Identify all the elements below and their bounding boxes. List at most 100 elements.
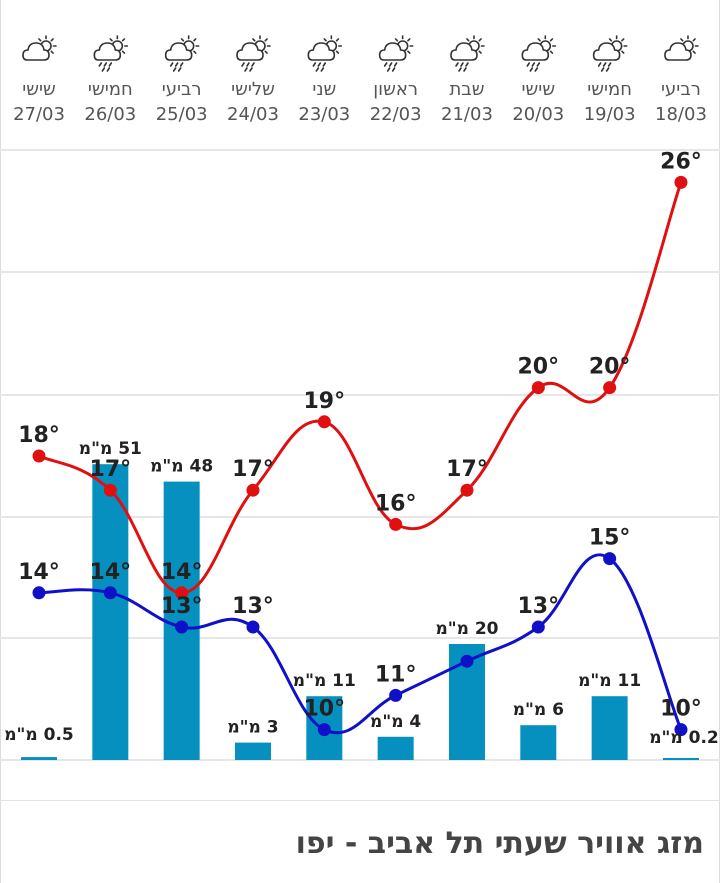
- high-temp-point: [175, 586, 189, 600]
- low-temp-label: 10°: [304, 697, 346, 722]
- rain-drop: [315, 67, 320, 72]
- sun-ray: [692, 50, 696, 54]
- high-temp-label: 19°: [304, 389, 346, 414]
- sun-ray: [180, 38, 185, 42]
- precip-label: 4 מ"מ: [370, 712, 421, 732]
- high-temp-label: 17°: [446, 457, 488, 482]
- low-temp-point: [603, 552, 617, 566]
- rain-drop: [249, 67, 253, 72]
- rain-drop: [526, 62, 531, 67]
- low-temp-point: [175, 620, 189, 634]
- sun-ray: [394, 38, 399, 42]
- rain-drop: [600, 67, 605, 72]
- sun-ray: [478, 38, 482, 42]
- sun-ray: [537, 38, 541, 42]
- rain-drop: [103, 62, 108, 67]
- rain-cloud-sun-icon: [307, 35, 343, 72]
- rain-drop: [108, 62, 113, 67]
- rain-drop: [602, 62, 607, 67]
- rain-drop: [320, 67, 325, 72]
- cloud-shape: [521, 42, 550, 61]
- precip-bar: [591, 696, 628, 760]
- high-temp-label: 20°: [517, 355, 559, 380]
- rain-drop: [106, 67, 111, 72]
- precip-label: 0.5 מ"מ: [4, 725, 74, 745]
- day-name: רביעי: [162, 79, 202, 100]
- high-temp-label: 17°: [232, 457, 274, 482]
- low-temp-label: 10°: [660, 697, 702, 722]
- sun-ray: [193, 38, 197, 42]
- sun-ray: [549, 38, 554, 42]
- cloud-shape: [378, 42, 407, 61]
- precip-label: 48 מ"מ: [150, 457, 213, 477]
- day-name: רביעי: [661, 79, 701, 100]
- sun-ray: [466, 38, 470, 42]
- day-name: שבת: [449, 79, 484, 100]
- rain-drop: [98, 62, 103, 67]
- low-temp-point: [246, 620, 260, 634]
- precip-bar: [21, 757, 57, 760]
- high-temp-point: [32, 449, 46, 463]
- high-temp-line: [38, 181, 683, 595]
- sun-ray: [323, 38, 327, 42]
- rain-drop: [460, 62, 464, 67]
- day-name: שלישי: [231, 79, 275, 100]
- rain-drop: [101, 67, 106, 72]
- precip-label: 3 מ"מ: [227, 718, 278, 738]
- sun-ray: [407, 38, 411, 42]
- rain-cloud-sun-icon: [378, 35, 414, 72]
- rain-drop: [322, 62, 327, 67]
- low-temp-point: [531, 620, 545, 634]
- day-date: 19/03: [584, 104, 636, 125]
- low-temp-point: [32, 586, 46, 600]
- low-temp-label: 15°: [589, 526, 631, 551]
- low-temp-label: 13°: [517, 594, 559, 619]
- high-temp-point: [603, 381, 617, 395]
- precip-label: 6 מ"מ: [513, 700, 564, 720]
- sun-ray: [407, 50, 411, 54]
- precip-bar: [234, 742, 271, 760]
- low-temp-line: [38, 553, 683, 735]
- high-temp-label: 17°: [90, 457, 132, 482]
- weather-chart: שישי 27/03 חמישי 26/03 רביעי 25/03 שלישי 24/03 ש…: [0, 35, 720, 761]
- cloud-shape: [164, 42, 193, 61]
- precip-bar: [377, 736, 414, 760]
- cloud-shape: [236, 42, 264, 61]
- low-temp-label: 14°: [18, 560, 60, 585]
- high-temp-point: [389, 517, 403, 531]
- day-name: שישי: [522, 79, 556, 100]
- rain-drop: [597, 62, 602, 67]
- high-temp-point: [460, 483, 474, 497]
- sun-ray: [109, 38, 113, 42]
- sun-ray: [621, 50, 625, 54]
- rain-cloud-sun-icon: [450, 35, 485, 72]
- cloud-shape: [664, 42, 692, 61]
- sun-ray: [264, 50, 268, 54]
- rain-drop: [174, 62, 179, 67]
- precip-label: 11 מ"מ: [293, 671, 356, 691]
- footer-divider: [0, 800, 720, 801]
- rain-drop: [531, 62, 536, 67]
- day-date: 22/03: [370, 104, 422, 125]
- day-date: 26/03: [84, 104, 136, 125]
- day-name: שישי: [22, 79, 56, 100]
- rain-cloud-sun-icon: [236, 35, 271, 72]
- sun-ray: [335, 50, 340, 54]
- day-name: שני: [312, 79, 336, 100]
- day-name: חמישי: [587, 79, 632, 100]
- rain-cloud-sun-icon: [521, 35, 557, 72]
- precip-label: 11 מ"מ: [578, 671, 641, 691]
- sun-ray: [121, 38, 126, 42]
- rain-drop: [179, 62, 184, 67]
- precip-label: 51 מ"מ: [79, 439, 142, 459]
- rain-drop: [465, 62, 469, 67]
- sun-ray: [478, 50, 482, 54]
- rain-cloud-sun-icon: [164, 35, 200, 72]
- precip-bar: [520, 725, 557, 760]
- day-name: חמישי: [88, 79, 133, 100]
- low-temp-label: 13°: [232, 594, 274, 619]
- sun-ray: [252, 38, 256, 42]
- rain-drop: [605, 67, 610, 72]
- rain-drop: [463, 67, 467, 72]
- rain-drop: [383, 62, 388, 67]
